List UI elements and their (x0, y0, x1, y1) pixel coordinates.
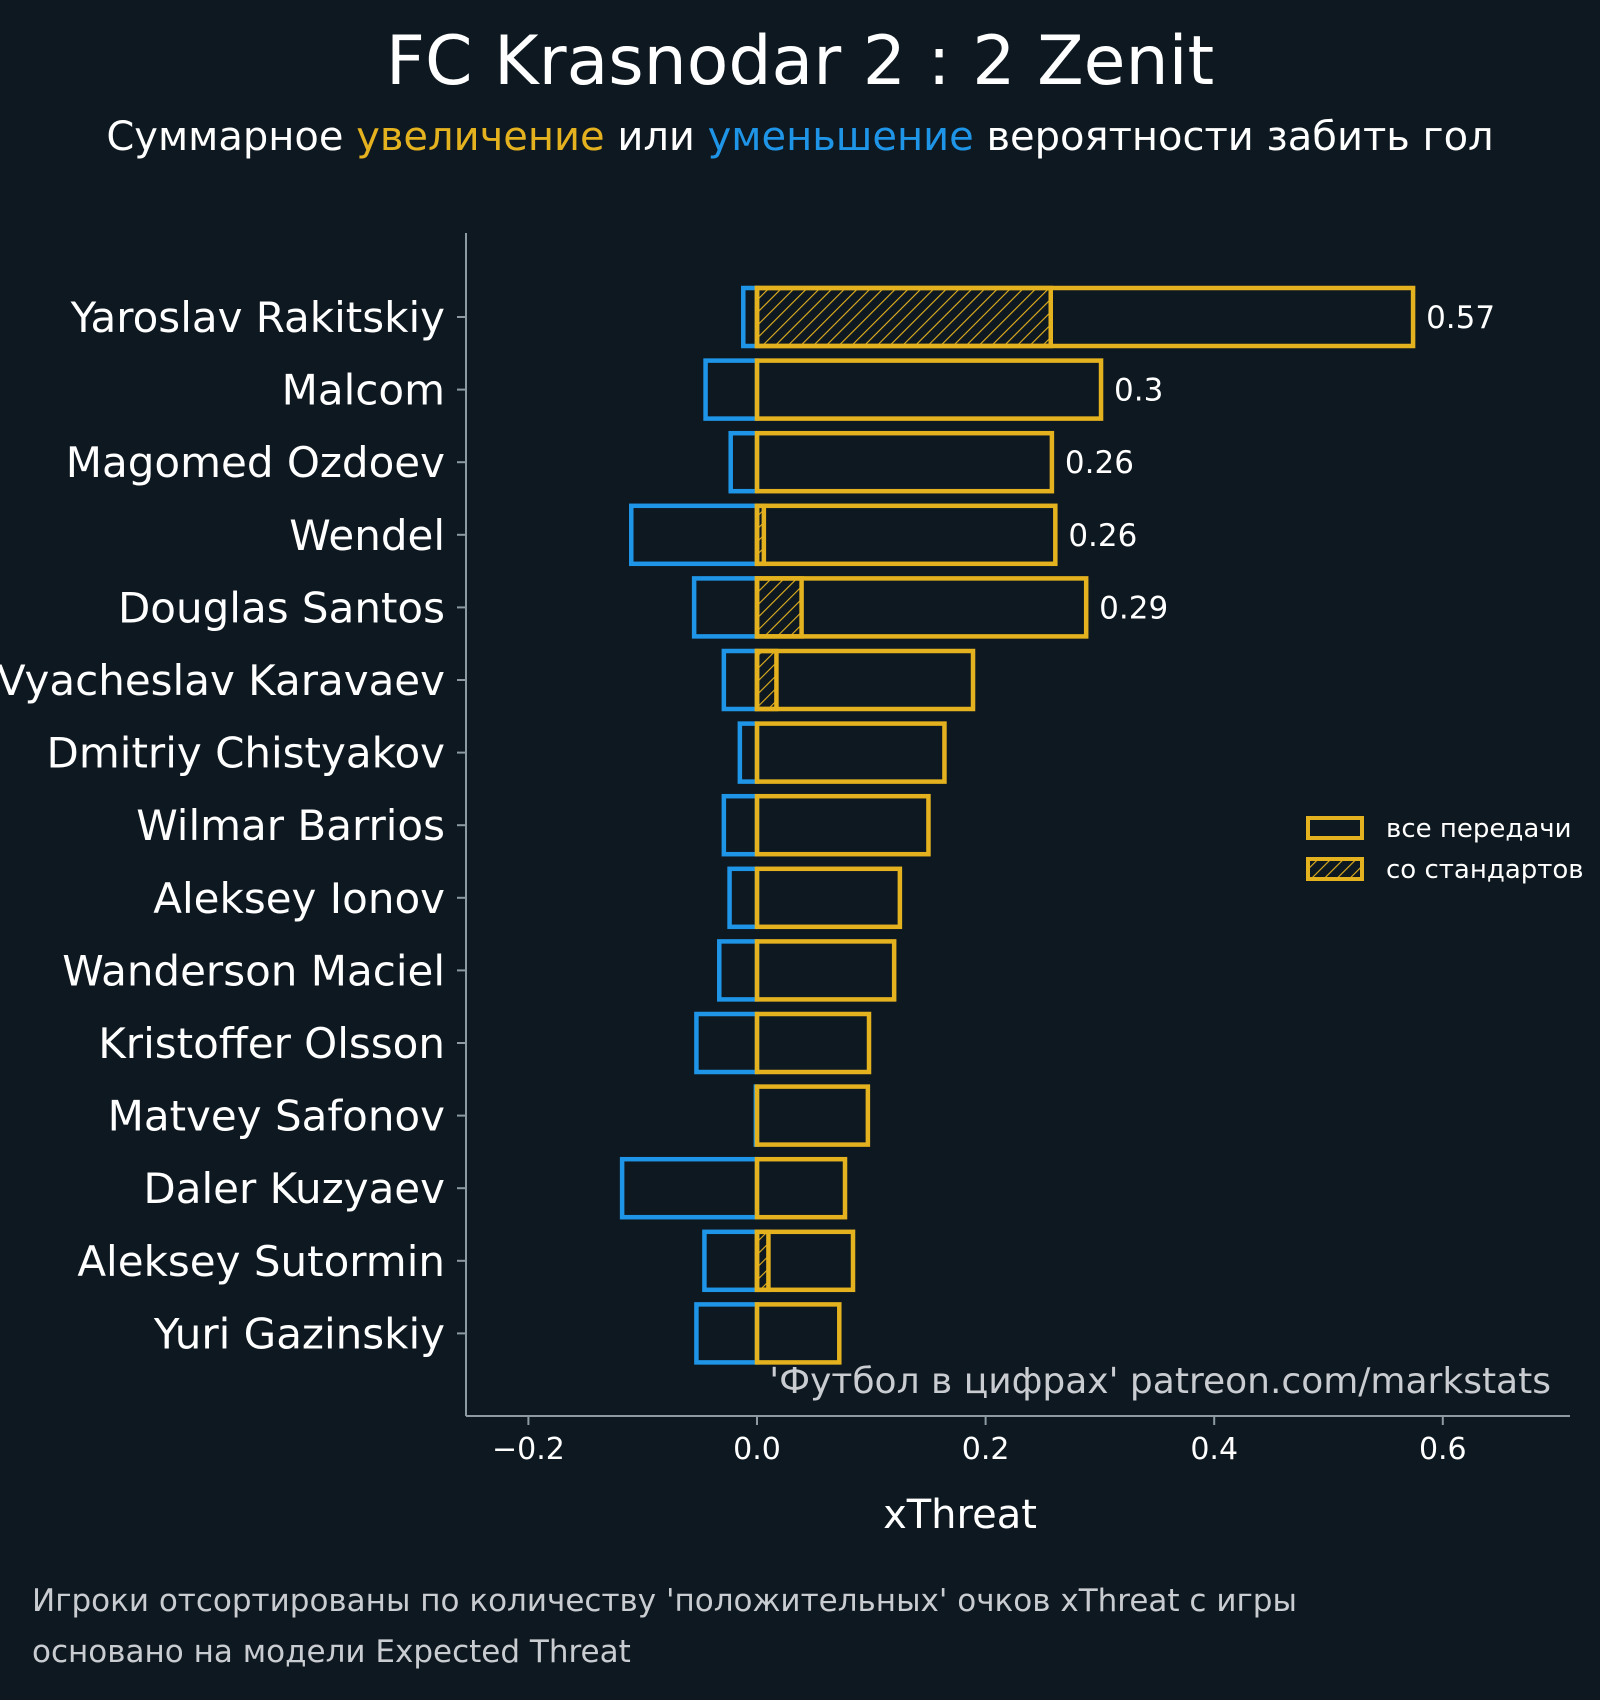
value-label: 0.3 (1114, 373, 1163, 409)
x-tick-label: −0.2 (492, 1432, 565, 1467)
negative-bar (691, 576, 760, 639)
negative-bar (694, 1011, 760, 1075)
player-label: Magomed Ozdoev (66, 438, 445, 487)
footnote-line-1: Игроки отсортированы по количеству 'поло… (32, 1583, 1297, 1619)
positive-bar (754, 793, 931, 857)
x-tick-label: 0.4 (1190, 1432, 1238, 1467)
player-label: Aleksey Sutormin (77, 1237, 445, 1286)
negative-bar (728, 430, 760, 494)
player-label: Yaroslav Rakitskiy (70, 293, 445, 342)
value-label: 0.57 (1426, 300, 1495, 336)
positive-bar (754, 1302, 842, 1365)
x-tick-label: 0.6 (1419, 1432, 1467, 1467)
value-label: 0.26 (1068, 518, 1137, 554)
x-tick-label: 0.0 (733, 1432, 781, 1467)
positive-bar (754, 1156, 848, 1220)
axes-layer: −0.2 0.0 0.2 0.4 0.6 Yaroslav Rakitskiy Malcom… (0, 233, 1570, 1467)
negative-bar (702, 1229, 760, 1293)
positive-bar (754, 1084, 871, 1147)
set-piece-bar (754, 576, 804, 639)
positive-bar (754, 358, 1104, 421)
player-label: Vyacheslav Karavaev (0, 656, 445, 705)
bars-layer (619, 285, 1416, 1365)
x-tick-label: 0.2 (962, 1432, 1010, 1467)
positive-bar (754, 503, 1058, 567)
player-label: Douglas Santos (118, 583, 445, 632)
negative-bar (737, 721, 760, 784)
player-label: Wendel (289, 511, 445, 560)
player-label: Kristoffer Olsson (98, 1019, 445, 1068)
positive-bar (754, 866, 903, 930)
labels-layer: 0.57 0.3 0.26 0.26 0.29 (1065, 300, 1495, 626)
legend-swatch-set-pieces (1306, 857, 1364, 881)
subtitle-part-2: или (604, 114, 708, 160)
chart-title: FC Krasnodar 2 : 2 Zenit (385, 22, 1215, 101)
set-piece-bar (754, 285, 1054, 349)
negative-bar (717, 939, 760, 1002)
player-label: Yuri Gazinskiy (153, 1309, 445, 1358)
positive-bar (754, 430, 1055, 494)
subtitle-part-3: вероятности забить гол (973, 114, 1494, 160)
negative-bar (694, 1302, 760, 1365)
player-label: Dmitriy Chistyakov (47, 729, 445, 778)
player-label: Matvey Safonov (108, 1092, 445, 1141)
subtitle-increase-word: увеличение (356, 114, 605, 160)
negative-bar (721, 648, 760, 712)
negative-bar (721, 793, 760, 857)
positive-bar (754, 939, 897, 1002)
player-label: Aleksey Ionov (153, 874, 445, 923)
footnote-line-2: основано на модели Expected Threat (32, 1634, 631, 1670)
positive-bar (754, 1229, 856, 1293)
player-label: Wanderson Maciel (62, 946, 445, 995)
negative-bar (629, 503, 760, 567)
positive-bar (754, 1011, 872, 1075)
negative-bar (619, 1156, 760, 1220)
legend: все передачи со стандартов (1306, 814, 1584, 885)
negative-bar (703, 358, 760, 421)
player-label: Wilmar Barrios (136, 801, 445, 850)
set-piece-bar (754, 648, 779, 712)
value-label: 0.29 (1099, 590, 1168, 626)
positive-bar (754, 576, 1089, 639)
subtitle-decrease-word: уменьшение (707, 114, 974, 160)
x-axis-title: xThreat (883, 1492, 1037, 1538)
negative-bar (727, 866, 760, 930)
subtitle-part-1: Суммарное (106, 114, 357, 160)
player-label: Daler Kuzyaev (143, 1164, 445, 1213)
legend-swatch-all-passes (1306, 816, 1364, 840)
legend-label-set-pieces: со стандартов (1386, 855, 1584, 885)
positive-bar (754, 721, 947, 784)
positive-bar (754, 285, 1416, 349)
player-label: Malcom (282, 366, 445, 415)
positive-bar (754, 648, 976, 712)
legend-label-all-passes: все передачи (1386, 814, 1572, 844)
chart-subtitle: Суммарное увеличение или уменьшение веро… (0, 114, 1600, 160)
value-label: 0.26 (1065, 445, 1134, 481)
watermark: 'Футбол в цифрах' patreon.com/markstats (769, 1361, 1551, 1402)
